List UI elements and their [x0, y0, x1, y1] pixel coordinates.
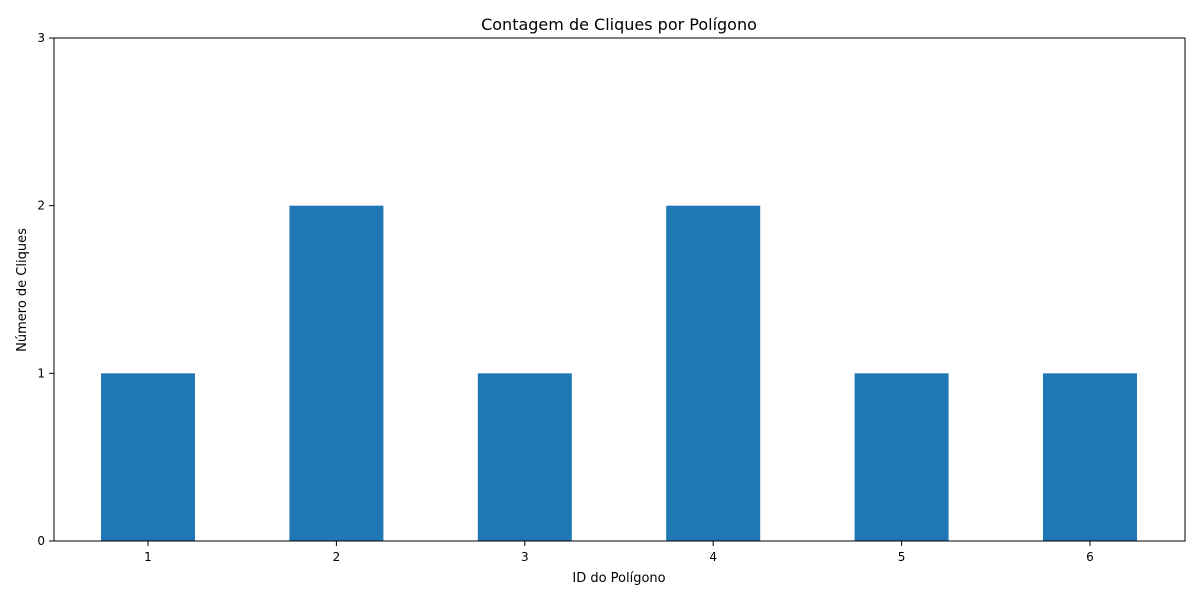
x-tick-label-5: 5: [898, 550, 906, 564]
bar-6: [1043, 373, 1137, 541]
bar-5: [854, 373, 949, 541]
bar-2: [289, 205, 384, 541]
x-tick-label-6: 6: [1086, 550, 1094, 564]
y-tick-label-2: 2: [37, 199, 45, 213]
y-ticks-group: 0 1 2 3: [37, 31, 54, 548]
y-tick-label-1: 1: [37, 366, 45, 380]
chart-title: Contagem de Cliques por Polígono: [481, 15, 757, 34]
axes-frame: [53, 37, 1186, 542]
x-tick-label-4: 4: [709, 550, 717, 564]
x-tick-label-1: 1: [144, 550, 152, 564]
bar-1: [101, 373, 195, 541]
x-ticks-group: 1 2 3 4 5 6: [144, 541, 1094, 564]
x-tick-label-2: 2: [333, 550, 341, 564]
y-tick-label-0: 0: [37, 534, 45, 548]
bars-group: [101, 205, 1137, 541]
bar-3: [477, 373, 572, 541]
y-axis-label: Número de Cliques: [15, 228, 30, 352]
bar-4: [666, 205, 761, 541]
y-tick-label-3: 3: [37, 31, 45, 45]
x-tick-label-3: 3: [521, 550, 529, 564]
x-axis-label: ID do Polígono: [572, 571, 665, 586]
